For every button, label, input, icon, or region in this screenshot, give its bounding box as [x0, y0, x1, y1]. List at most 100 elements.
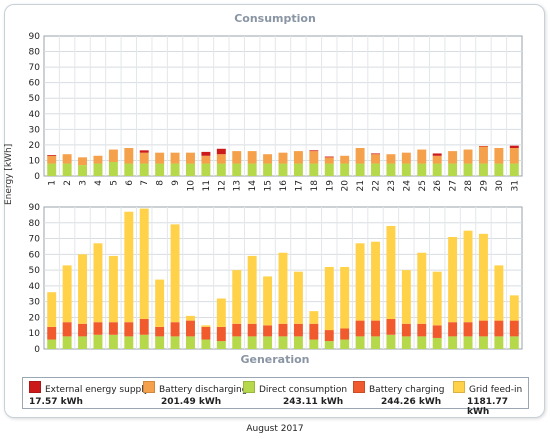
bar-segment — [93, 334, 103, 349]
bar-segment — [293, 336, 303, 349]
month-caption: August 2017 — [246, 424, 304, 434]
x-tick-label: 31 — [510, 180, 520, 191]
legend-item-direct-consumption: Direct consumption 243.11 kWh — [243, 381, 347, 407]
bar-segment — [186, 315, 195, 321]
bar-segment — [355, 163, 365, 176]
x-tick-label: 16 — [279, 180, 289, 192]
bar-segment — [124, 163, 134, 176]
bar-segment — [93, 163, 103, 176]
y-tick-label: 40 — [29, 282, 41, 292]
bar-segment — [340, 266, 350, 329]
x-tick-label: 20 — [341, 180, 351, 192]
bar-segment — [108, 149, 118, 162]
x-tick-label: 30 — [495, 180, 505, 192]
bar-segment — [355, 320, 365, 337]
bar-segment — [216, 163, 226, 176]
bar-segment — [263, 154, 273, 164]
bar-segment — [108, 162, 118, 176]
bar-segment — [509, 163, 519, 176]
bar-segment — [478, 320, 488, 337]
x-tick-label: 9 — [171, 180, 181, 186]
bar-segment — [47, 155, 57, 156]
legend-label: Battery discharging — [159, 385, 248, 395]
bar-segment — [340, 328, 350, 340]
bar-segment — [108, 334, 118, 349]
bar-segment — [62, 336, 72, 349]
bar-segment — [155, 163, 165, 176]
y-tick-label: 60 — [29, 79, 41, 89]
generation-title: Generation — [240, 353, 310, 366]
bar-segment — [247, 163, 257, 176]
bar-segment — [263, 163, 273, 176]
bar-segment — [47, 326, 57, 340]
bar-segment — [139, 150, 149, 153]
bar-segment — [417, 149, 427, 164]
y-tick-label: 70 — [29, 63, 41, 73]
bar-segment — [62, 265, 72, 323]
bar-segment — [293, 323, 303, 337]
bar-segment — [371, 320, 380, 337]
bar-segment — [417, 336, 427, 349]
x-tick-label: 13 — [233, 180, 243, 191]
bar-segment — [232, 163, 242, 176]
bar-segment — [278, 252, 288, 324]
x-tick-label: 17 — [294, 180, 304, 191]
bar-segment — [186, 336, 195, 349]
legend-value: 17.57 kWh — [29, 397, 83, 407]
bar-segment — [432, 153, 442, 156]
bar-segment — [216, 154, 226, 164]
bar-segment — [170, 163, 180, 176]
bar-segment — [232, 151, 242, 164]
bar-segment — [216, 148, 226, 155]
x-tick-label: 1 — [48, 180, 58, 186]
bar-segment — [494, 336, 504, 349]
bar-segment — [47, 155, 57, 164]
legend-item-external-supply: External energy supply 17.57 kWh — [29, 381, 149, 407]
bar-segment — [355, 243, 365, 321]
y-tick-label: 60 — [29, 250, 41, 260]
y-tick-label: 40 — [29, 110, 41, 120]
x-tick-label: 11 — [202, 180, 212, 191]
x-tick-label: 8 — [156, 180, 166, 186]
bar-segment — [401, 152, 411, 164]
bar-segment — [186, 152, 195, 164]
legend-value: 1181.77 kWh — [467, 397, 508, 417]
x-tick-label: 2 — [63, 180, 73, 186]
bar-segment — [201, 151, 211, 156]
bar-segment — [448, 236, 458, 323]
bar-segment — [463, 163, 473, 176]
bar-segment — [324, 156, 334, 158]
bar-segment — [278, 163, 288, 176]
x-tick-label: 5 — [109, 180, 119, 186]
legend-value: 201.49 kWh — [161, 397, 222, 407]
bar-segment — [201, 326, 211, 340]
bar-segment — [355, 336, 365, 349]
bar-segment — [139, 152, 149, 164]
y-tick-label: 90 — [29, 203, 41, 213]
bar-segment — [232, 336, 242, 349]
bar-segment — [371, 336, 380, 349]
legend-swatch — [453, 381, 465, 393]
legend: External energy supply 17.57 kWh Battery… — [22, 377, 529, 417]
y-tick-label: 10 — [29, 156, 41, 166]
bar-segment — [463, 336, 473, 349]
bar-segment — [324, 330, 334, 342]
bar-segment — [494, 320, 504, 337]
bar-segment — [309, 151, 319, 164]
bar-segment — [139, 163, 149, 176]
bar-segment — [263, 325, 273, 337]
legend-value: 243.11 kWh — [283, 397, 344, 407]
bar-segment — [232, 323, 242, 337]
bar-segment — [278, 323, 288, 337]
bar-segment — [509, 320, 519, 337]
legend-value: 244.26 kWh — [381, 397, 442, 407]
bar-segment — [386, 163, 396, 176]
legend-item-battery-discharging: Battery discharging 201.49 kWh — [143, 381, 247, 407]
legend-swatch — [243, 381, 255, 393]
bar-segment — [155, 326, 165, 337]
y-tick-label: 90 — [29, 32, 41, 42]
bar-segment — [324, 341, 334, 349]
bar-segment — [155, 152, 165, 164]
bar-segment — [355, 148, 365, 164]
bar-segment — [62, 322, 72, 337]
